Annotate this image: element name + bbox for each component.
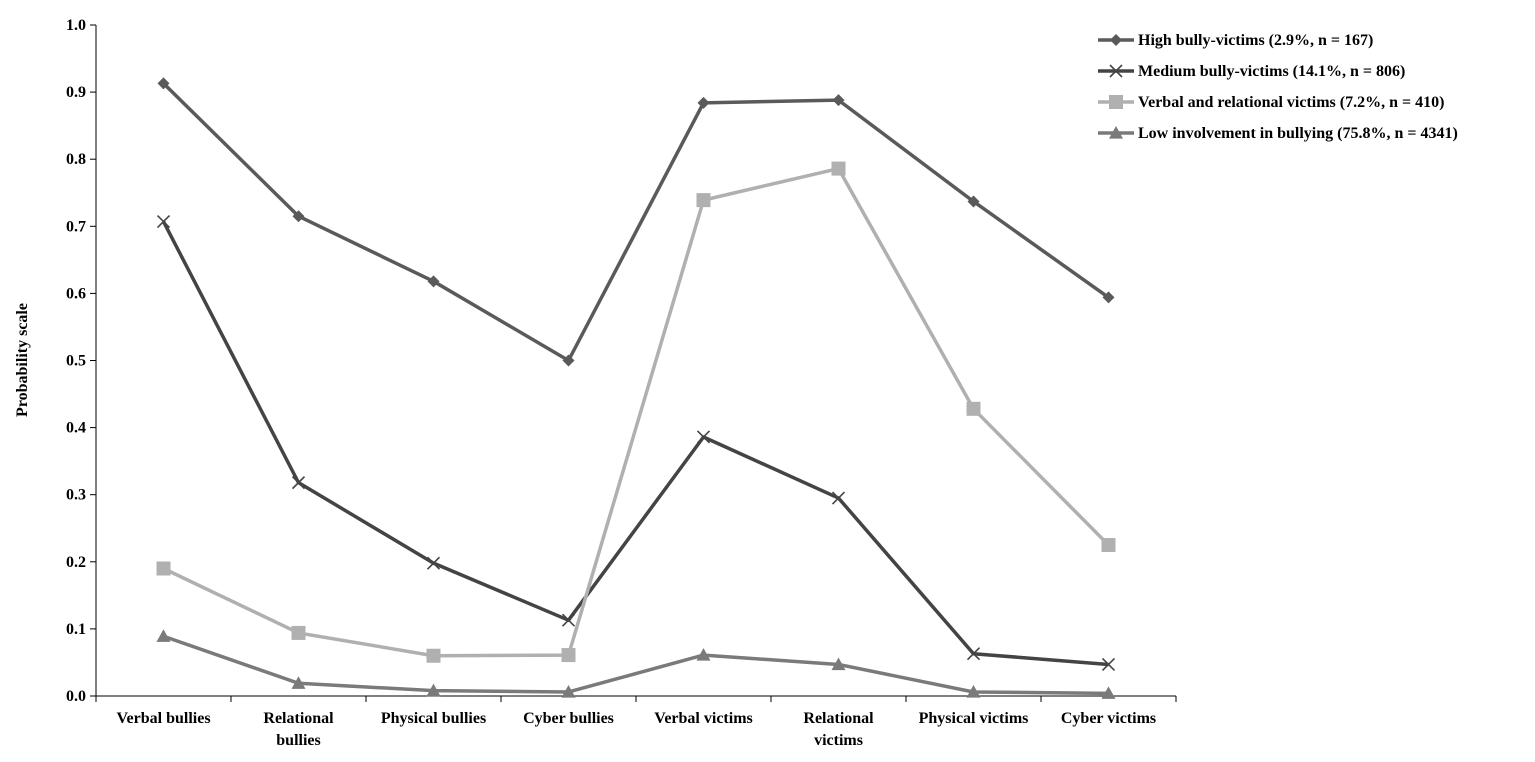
legend-marker: [1109, 95, 1123, 109]
marker-stroke: [966, 647, 981, 661]
x-tick-label: Verbal victims: [654, 710, 753, 727]
x-tick-label: Physical bullies: [381, 710, 486, 727]
legend-item: High bully-victims (2.9%, n = 167): [1098, 32, 1373, 49]
data-point: [1101, 686, 1116, 699]
y-tick-label: 0.0: [66, 688, 86, 705]
legend: High bully-victims (2.9%, n = 167) Medium…: [1098, 32, 1458, 142]
marker-stroke: [831, 491, 846, 505]
data-point: [426, 648, 441, 663]
legend-label: Medium bully-victims (14.1%, n = 806): [1138, 63, 1405, 80]
y-tick-label: 0.6: [66, 285, 86, 302]
marker-stroke: [1109, 64, 1123, 78]
marker-stroke: [1101, 657, 1116, 672]
y-tick-label: 0.4: [66, 420, 86, 437]
data-point: [157, 77, 170, 90]
y-tick-label: 0.8: [66, 151, 86, 168]
x-tick-label: Relational bullies: [263, 710, 334, 749]
legend-label: High bully-victims (2.9%, n = 167): [1138, 32, 1373, 49]
series-line: [162, 166, 1110, 658]
x-tick-label-line: Relational: [263, 710, 334, 727]
x-tick-label: Relational victims: [803, 710, 874, 749]
series-layer: [156, 77, 1116, 699]
series-3: [156, 161, 1116, 663]
series-line: [162, 82, 1110, 363]
y-tick-label: 0.3: [66, 487, 86, 504]
x-tick-label-line: Relational: [803, 710, 874, 727]
x-tick-label: Cyber bullies: [523, 710, 614, 727]
data-point: [697, 96, 710, 109]
x-tick-label-line: Verbal victims: [654, 710, 753, 727]
x-tick-label-line: Physical bullies: [381, 710, 486, 727]
x-tick-label-line: Physical victims: [919, 710, 1029, 727]
data-point: [966, 647, 981, 661]
y-tick-label: 0.9: [66, 84, 86, 101]
y-tick-label: 0.5: [66, 353, 86, 370]
x-tick-label-line: bullies: [276, 732, 320, 749]
data-point: [696, 648, 711, 661]
data-point: [696, 193, 711, 208]
x-tick-label-line: Cyber bullies: [523, 710, 614, 727]
data-point: [156, 561, 171, 576]
x-tick-label: Cyber victims: [1061, 710, 1156, 727]
data-point: [832, 94, 845, 107]
marker-stroke: [561, 613, 576, 627]
data-point: [831, 491, 846, 505]
x-tick-label-line: victims: [814, 732, 863, 749]
y-tick-label: 0.1: [66, 621, 86, 638]
legend-marker: [1109, 126, 1123, 139]
legend-item: Medium bully-victims (14.1%, n = 806): [1098, 63, 1405, 80]
data-point: [561, 684, 576, 698]
data-point: [426, 683, 441, 697]
data-point: [156, 215, 171, 229]
legend-label: Verbal and relational victims (7.2%, n =…: [1138, 94, 1444, 111]
marker-stroke: [426, 556, 441, 570]
data-point: [1102, 291, 1115, 304]
y-tick-label: 0.7: [66, 218, 86, 235]
data-point: [696, 430, 711, 444]
axes: 0.0 0.1 0.2 0.3 0.4 0.5 0.6 0.7 0.8 0.9 1.0 Verbal …: [66, 17, 1177, 749]
y-tick-label: 0.2: [66, 554, 86, 571]
x-tick-label: Physical victims: [919, 710, 1029, 727]
series-1: [157, 77, 1115, 367]
data-point: [561, 613, 576, 627]
legend-label: Low involvement in bullying (75.8%, n = …: [1138, 125, 1458, 142]
legend-item: Verbal and relational victims (7.2%, n =…: [1098, 94, 1444, 111]
data-point: [561, 648, 576, 663]
y-tick-label: 1.0: [66, 17, 86, 34]
data-point: [1101, 538, 1116, 553]
legend-marker: [1110, 34, 1122, 46]
data-point: [291, 625, 306, 640]
marker-stroke: [156, 215, 171, 229]
data-point: [427, 275, 440, 288]
data-point: [831, 657, 846, 671]
x-tick-label-line: Verbal bullies: [116, 710, 210, 727]
data-point: [831, 161, 846, 176]
data-point: [292, 210, 305, 223]
data-point: [966, 401, 981, 416]
series-line: [162, 634, 1109, 696]
x-tick-label-line: Cyber victims: [1061, 710, 1156, 727]
data-point: [291, 476, 306, 490]
legend-marker: [1109, 64, 1123, 78]
data-point: [966, 684, 981, 698]
data-point: [426, 556, 441, 570]
legend-item: Low involvement in bullying (75.8%, n = …: [1098, 125, 1458, 142]
data-point: [291, 676, 306, 689]
x-tick-label: Verbal bullies: [116, 710, 210, 727]
data-point: [967, 195, 980, 208]
marker-stroke: [696, 430, 711, 444]
data-point: [562, 354, 575, 367]
data-point: [156, 629, 171, 642]
y-axis-title: Probability scale: [14, 303, 31, 417]
series-line: [161, 220, 1109, 667]
marker-stroke: [291, 476, 306, 490]
data-point: [1101, 657, 1116, 672]
series-2: [156, 215, 1116, 672]
series-4: [156, 629, 1116, 699]
